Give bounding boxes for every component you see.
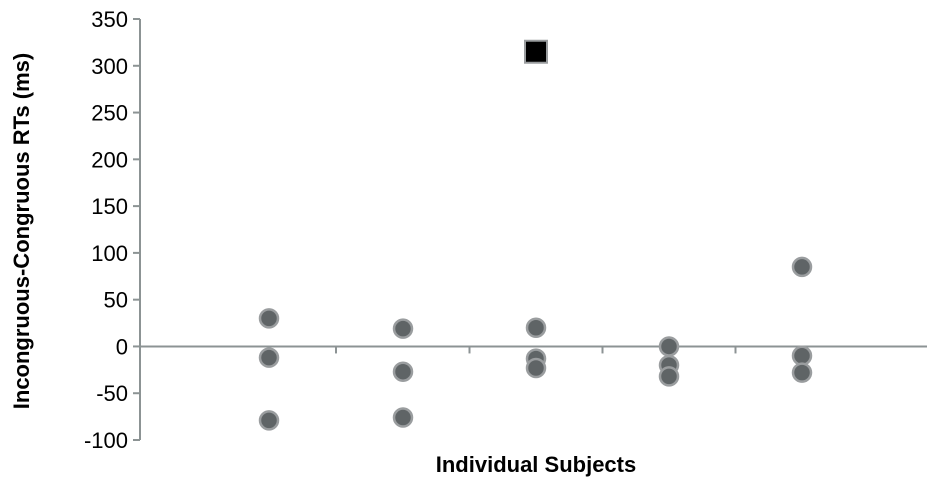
y-tick-label: -50: [96, 381, 128, 406]
data-point: [392, 361, 414, 382]
data-point: [258, 347, 280, 368]
x-axis-title: Individual Subjects: [436, 452, 636, 477]
y-axis: -100 -50 0 50 100 150 200 250 300 350: [84, 7, 141, 453]
data-point: [525, 357, 547, 379]
data-point: [392, 407, 414, 428]
data-point: [791, 256, 813, 278]
data-point: [392, 318, 414, 339]
y-tick-label: 100: [91, 241, 128, 266]
y-tick-label: -100: [84, 428, 128, 453]
data-point: [658, 336, 680, 357]
y-tick-label: 200: [91, 147, 128, 172]
data-point-square: [524, 39, 548, 64]
y-tick-label: 250: [91, 101, 128, 126]
data-point: [791, 345, 813, 367]
data-point: [258, 308, 280, 329]
data-point: [258, 410, 280, 431]
data-point: [791, 362, 813, 383]
data-points: [258, 39, 813, 431]
data-point: [658, 366, 680, 387]
y-tick-label: 300: [91, 54, 128, 79]
x-axis: [140, 345, 927, 354]
y-tick-label: 150: [91, 194, 128, 219]
y-tick-label: 0: [116, 334, 128, 359]
y-axis-title: Incongruous-Congruous RTs (ms): [9, 53, 34, 409]
data-point: [525, 317, 547, 338]
y-tick-label: 350: [91, 7, 128, 32]
y-tick-label: 50: [104, 288, 128, 313]
